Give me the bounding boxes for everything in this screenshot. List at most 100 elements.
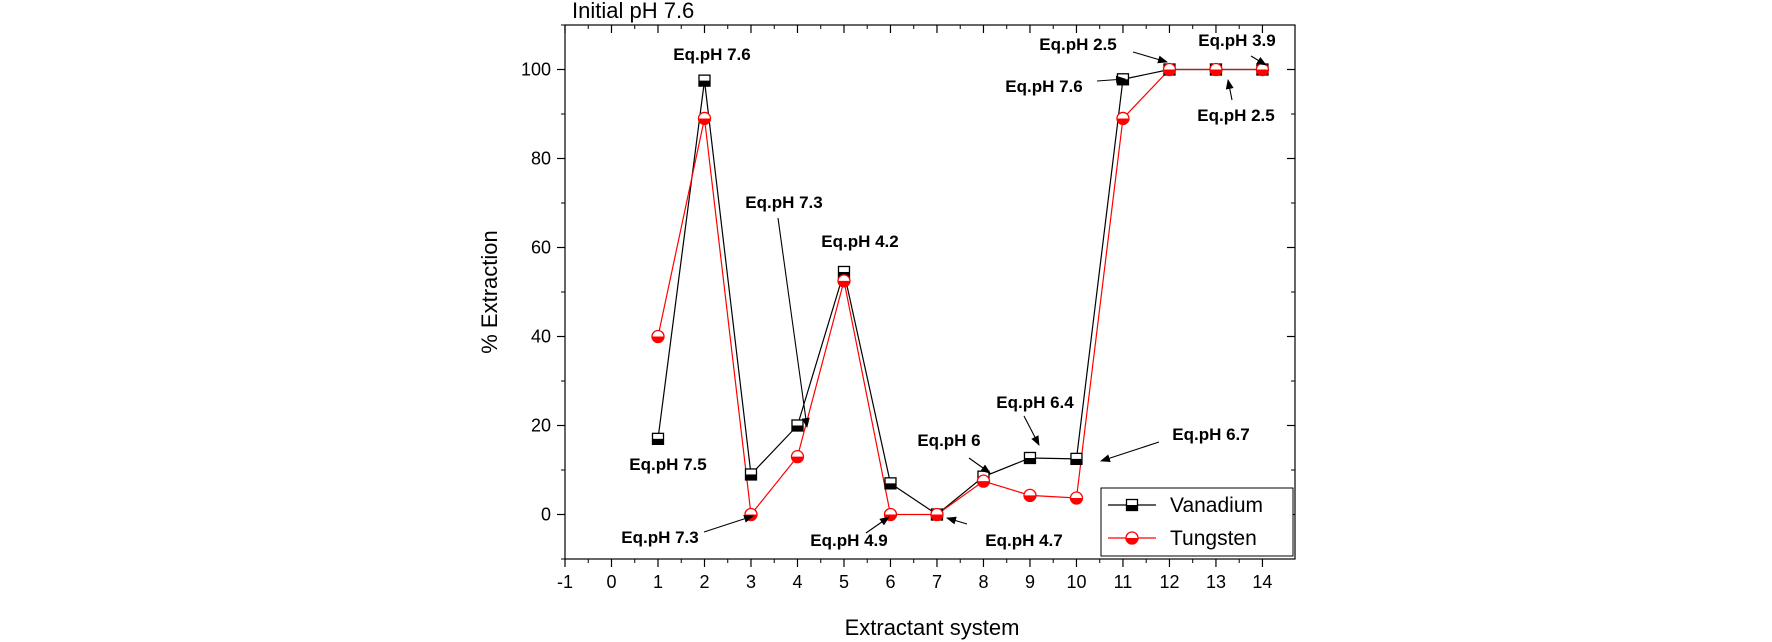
x-tick-label: 13	[1206, 572, 1226, 592]
data-point-vanadium	[1070, 452, 1083, 466]
annotation-arrow	[968, 457, 991, 474]
data-point-tungsten	[1255, 62, 1270, 77]
annotation-arrow	[777, 217, 810, 428]
legend-marker-square	[1125, 498, 1139, 512]
annotation-label: Eq.pH 3.9	[1198, 31, 1275, 50]
annotation-label: Eq.pH 6.4	[996, 393, 1074, 412]
marker-fill	[745, 474, 757, 480]
x-tick-label: 7	[932, 572, 942, 592]
y-tick-label: 40	[531, 327, 551, 347]
y-tick-label: 80	[531, 149, 551, 169]
plot-frame	[564, 24, 1296, 560]
marker-fill	[1116, 118, 1129, 125]
legend-tungsten-marker	[1125, 531, 1139, 545]
legend: Vanadium Tungsten	[1100, 487, 1294, 557]
x-tick-label: 4	[792, 572, 802, 592]
data-point-tungsten	[697, 111, 712, 126]
marker-fill	[1209, 69, 1222, 76]
marker-fill	[1163, 69, 1176, 76]
annotation-layer: Eq.pH 7.6 Eq.pH 7.5 Eq.pH 7.3 Eq.pH 7.3 Eq.p…	[621, 31, 1275, 550]
legend-marker-circle	[1125, 531, 1139, 545]
annotation-arrow	[865, 516, 890, 534]
series-line-tungsten	[657, 68, 1263, 516]
annotation-label: Eq.pH 2.5	[1197, 106, 1274, 125]
data-point-tungsten	[744, 507, 758, 522]
x-tick-label: 11	[1114, 572, 1133, 592]
annotation-arrow	[1225, 79, 1234, 101]
marker-fill	[977, 481, 990, 488]
y-axis-title: % Extraction	[477, 230, 502, 354]
legend-vanadium-marker	[1125, 498, 1139, 512]
x-tick-label: 3	[746, 572, 756, 592]
annotation-arrow	[1132, 51, 1168, 64]
x-tick-label: -1	[557, 572, 573, 592]
data-point-tungsten	[1209, 62, 1223, 77]
data-point-tungsten	[1162, 62, 1177, 77]
marker-fill	[837, 280, 850, 287]
annotation-label: Eq.pH 7.3	[621, 528, 698, 547]
data-point-tungsten	[1069, 491, 1084, 505]
marker-fill	[652, 438, 664, 445]
marker-fill	[791, 425, 803, 431]
annotation-label: Eq.pH 7.5	[629, 455, 706, 474]
x-axis-ticks: -1 0 1 2 3 4 5 6 7 8 9 10 11 12 13 14	[557, 25, 1272, 592]
x-tick-label: 1	[653, 572, 663, 592]
annotation-arrow	[946, 516, 968, 525]
y-tick-label: 0	[541, 505, 551, 525]
data-point-vanadium	[1023, 451, 1037, 465]
marker-fill	[884, 483, 896, 489]
data-point-vanadium	[651, 432, 665, 446]
x-tick-label: 14	[1252, 572, 1272, 592]
legend-vanadium-label: Vanadium	[1170, 494, 1263, 517]
x-tick-label: 9	[1025, 572, 1035, 592]
data-point-tungsten	[976, 474, 991, 488]
marker-fill	[698, 118, 711, 125]
x-tick-label: 2	[699, 572, 709, 592]
data-point-tungsten	[930, 507, 944, 522]
annotation-arrow	[1023, 415, 1040, 446]
marker-fill	[1126, 538, 1138, 544]
series-layer	[651, 62, 1270, 522]
chart-title: Initial pH 7.6	[572, 0, 694, 23]
marker-fill	[651, 336, 664, 343]
y-tick-label: 100	[521, 60, 551, 80]
annotation-label: Eq.pH 7.3	[745, 193, 822, 212]
y-tick-label: 60	[531, 238, 551, 258]
x-tick-label: 8	[978, 572, 988, 592]
data-point-vanadium	[791, 419, 804, 432]
data-point-vanadium	[744, 468, 758, 481]
marker-fill	[1024, 457, 1036, 464]
x-tick-label: 0	[606, 572, 616, 592]
series-line-vanadium	[657, 68, 1263, 516]
annotation-arrow	[1250, 55, 1267, 66]
marker-fill	[1070, 458, 1082, 465]
x-tick-label: 10	[1066, 572, 1086, 592]
data-point-tungsten	[837, 274, 851, 288]
annotation-label: Eq.pH 7.6	[673, 45, 750, 64]
data-point-tungsten	[790, 449, 805, 464]
marker-fill	[791, 456, 804, 463]
x-tick-label: 6	[885, 572, 895, 592]
data-point-tungsten	[651, 329, 665, 344]
x-axis-title: Extractant system	[845, 615, 1020, 640]
data-point-vanadium	[884, 477, 897, 490]
marker-fill	[1070, 498, 1083, 505]
x-tick-label: 5	[839, 572, 849, 592]
marker-fill	[698, 80, 710, 87]
annotation-arrow	[1100, 441, 1160, 462]
marker-fill	[930, 514, 943, 521]
y-tick-label: 20	[531, 416, 551, 436]
annotation-label: Eq.pH 6.7	[1172, 425, 1249, 444]
legend-tungsten-label: Tungsten	[1170, 527, 1257, 550]
annotation-label: Eq.pH 4.2	[821, 232, 898, 251]
y-axis-ticks: 0 20 40 60 80 100	[521, 24, 1295, 560]
marker-fill	[1023, 495, 1036, 502]
annotation-label: Eq.pH 6	[917, 431, 980, 450]
annotation-arrow	[703, 514, 754, 533]
data-point-tungsten	[1116, 111, 1130, 126]
x-tick-label: 12	[1159, 572, 1179, 592]
annotation-label: Eq.pH 4.9	[810, 531, 887, 550]
marker-fill	[1126, 505, 1138, 511]
marker-fill	[1117, 79, 1129, 85]
